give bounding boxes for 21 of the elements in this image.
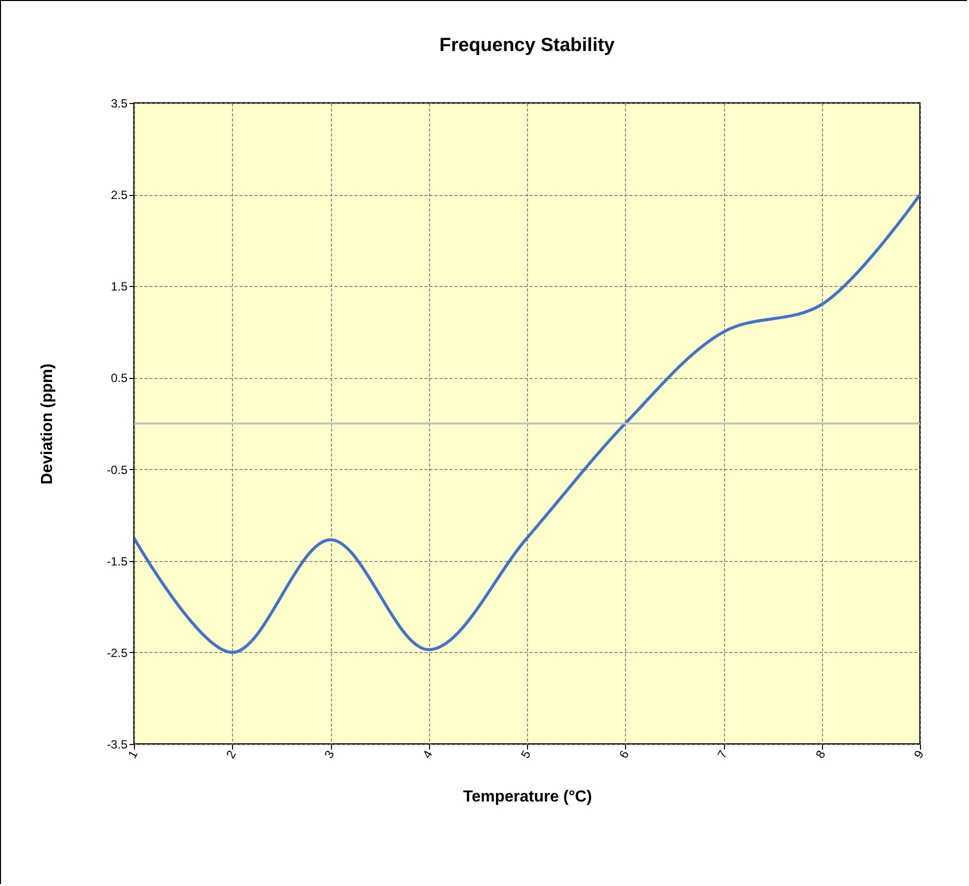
x-tick-label: 2 (223, 748, 239, 761)
x-tick-label: 3 (322, 748, 338, 761)
x-tick-label: 5 (518, 748, 534, 761)
x-tick-label: 8 (812, 748, 828, 761)
y-tick-label: -0.5 (106, 462, 128, 477)
x-tick-label: 9 (911, 748, 927, 761)
y-tick-label: -3.5 (106, 738, 128, 752)
x-tick-label: 4 (420, 748, 436, 761)
y-tick-label: 0.5 (110, 371, 128, 386)
x-tick-label: 1 (125, 748, 141, 761)
y-tick-label: -1.5 (106, 554, 128, 568)
y-axis-title: Deviation (ppm) (38, 364, 56, 484)
y-tick-label: 3.5 (110, 96, 128, 110)
y-tick-label: -2.5 (106, 646, 128, 660)
y-tick-label: 2.5 (110, 188, 128, 202)
chart-title: Frequency Stability (439, 35, 616, 56)
line-series (134, 193, 920, 654)
x-tick-label: 6 (616, 748, 632, 761)
x-axis-title: Temperature (°C) (463, 788, 592, 806)
x-tick-label: 7 (714, 748, 730, 761)
y-tick-label: 1.5 (110, 280, 128, 294)
